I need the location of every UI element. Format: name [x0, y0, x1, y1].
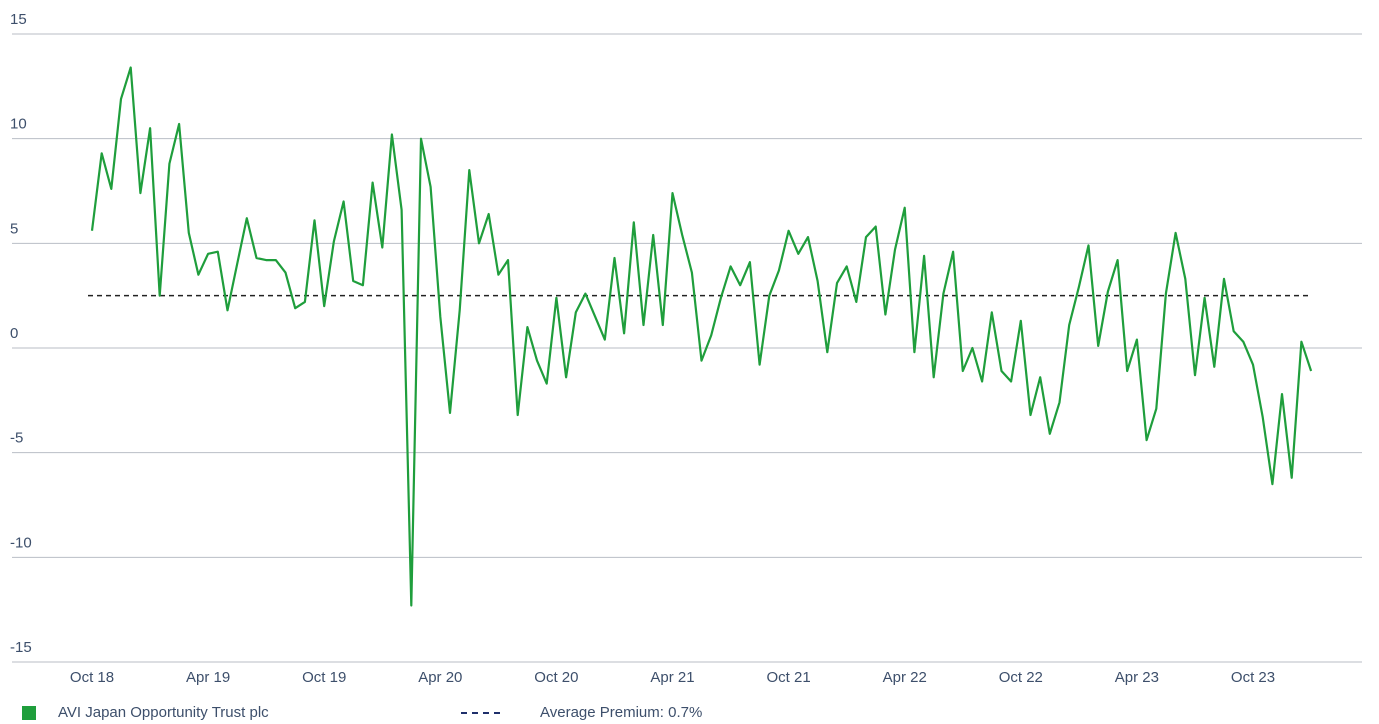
y-tick-label: -10 [10, 534, 32, 551]
x-tick-label: Apr 20 [418, 669, 462, 686]
x-tick-label: Oct 22 [999, 669, 1043, 686]
data-line [90, 66, 1313, 607]
y-tick-label: -15 [10, 639, 32, 656]
x-tick-label: Oct 19 [302, 669, 346, 686]
x-tick-label: Oct 21 [767, 669, 811, 686]
x-tick-label: Oct 18 [70, 669, 114, 686]
y-tick-label: 0 [10, 325, 18, 342]
legend-swatch [22, 706, 36, 720]
x-tick-label: Oct 23 [1231, 669, 1275, 686]
legend-label: AVI Japan Opportunity Trust plc [58, 704, 269, 721]
y-tick-label: 5 [10, 220, 18, 237]
x-tick-label: Apr 19 [186, 669, 230, 686]
x-tick-label: Oct 20 [534, 669, 578, 686]
y-tick-label: 15 [10, 11, 27, 28]
x-tick-label: Apr 23 [1115, 669, 1159, 686]
x-tick-label: Apr 22 [883, 669, 927, 686]
x-tick-label: Apr 21 [650, 669, 694, 686]
legend-label: Average Premium: 0.7% [540, 704, 702, 721]
y-tick-label: -5 [10, 430, 23, 447]
y-tick-label: 10 [10, 116, 27, 133]
